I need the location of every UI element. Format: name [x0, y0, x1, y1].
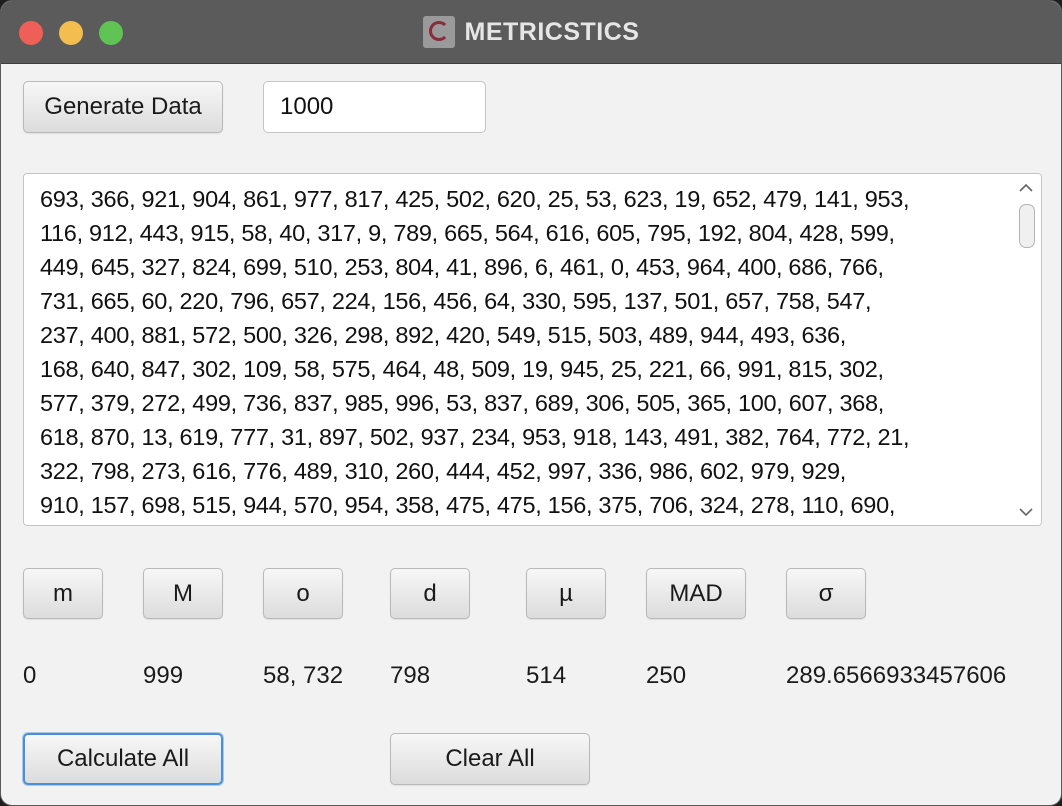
- data-values-text: 693, 366, 921, 904, 861, 977, 817, 425, …: [40, 182, 1000, 522]
- data-text-area[interactable]: 693, 366, 921, 904, 861, 977, 817, 425, …: [23, 173, 1042, 526]
- window-title-group: METRICSTICS: [1, 15, 1061, 49]
- max-button[interactable]: M: [143, 568, 223, 619]
- mode-result: 58, 732: [263, 659, 343, 693]
- std-dev-result: 289.6566933457606: [786, 659, 1006, 693]
- chevron-down-icon[interactable]: [1011, 501, 1041, 523]
- title-bar: METRICSTICS: [1, 1, 1061, 64]
- window-title: METRICSTICS: [465, 18, 640, 47]
- median-button[interactable]: d: [390, 568, 470, 619]
- app-logo-icon: [423, 16, 455, 48]
- mad-result: 250: [646, 659, 686, 693]
- min-result: 0: [23, 659, 36, 693]
- mean-button[interactable]: µ: [526, 568, 606, 619]
- mode-button[interactable]: o: [263, 568, 343, 619]
- vertical-scrollbar[interactable]: [1011, 174, 1041, 525]
- data-count-input[interactable]: 1000: [263, 81, 486, 133]
- calculate-all-button[interactable]: Calculate All: [23, 733, 223, 785]
- median-result: 798: [390, 659, 430, 693]
- generate-data-button[interactable]: Generate Data: [23, 81, 223, 133]
- min-button[interactable]: m: [23, 568, 103, 619]
- scrollbar-thumb[interactable]: [1019, 204, 1035, 248]
- mean-result: 514: [526, 659, 566, 693]
- chevron-up-icon[interactable]: [1011, 176, 1041, 198]
- max-result: 999: [143, 659, 183, 693]
- std-dev-button[interactable]: σ: [786, 568, 866, 619]
- mad-button[interactable]: MAD: [646, 568, 746, 619]
- clear-all-button[interactable]: Clear All: [390, 733, 590, 785]
